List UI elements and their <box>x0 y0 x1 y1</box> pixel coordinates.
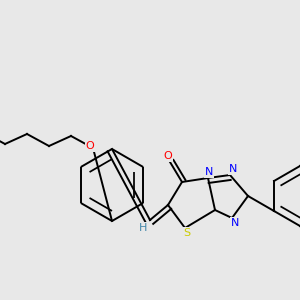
Text: S: S <box>183 228 190 238</box>
Text: O: O <box>164 151 172 161</box>
Text: H: H <box>139 223 147 233</box>
Text: N: N <box>231 218 239 228</box>
Text: N: N <box>205 167 213 177</box>
Text: O: O <box>85 141 94 151</box>
Text: N: N <box>229 164 237 174</box>
